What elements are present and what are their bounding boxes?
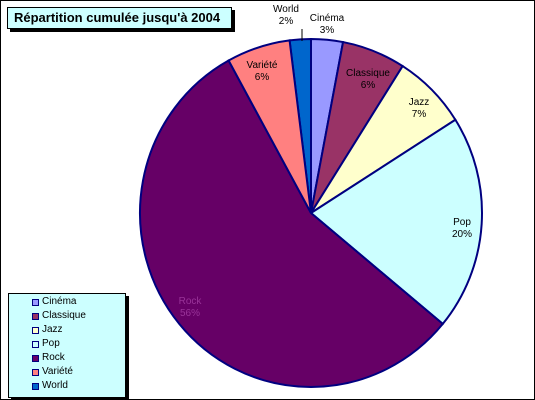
legend-swatch: [32, 313, 39, 320]
legend-label: Classique: [42, 310, 86, 321]
legend-label: Rock: [42, 352, 65, 363]
legend: Cinéma Classique Jazz Pop Rock Variété W…: [8, 293, 126, 398]
slice-name-label: Classique: [346, 68, 390, 79]
legend-swatch: [32, 327, 39, 334]
legend-swatch: [32, 299, 39, 306]
slice-value-label: 56%: [180, 308, 200, 319]
pie-slice-rock: [139, 59, 445, 388]
legend-label: World: [42, 380, 68, 391]
legend-label: Variété: [42, 366, 73, 377]
slice-name-label: World: [273, 4, 299, 15]
legend-label: Cinéma: [42, 296, 77, 307]
pie-slice-varit: [227, 39, 312, 214]
slice-value-label: 3%: [320, 25, 335, 36]
legend-swatch: [32, 355, 39, 362]
slice-name-label: Cinéma: [310, 13, 345, 24]
slice-name-label: Pop: [453, 217, 471, 228]
slice-value-label: 20%: [452, 229, 472, 240]
chart-title-box: Répartition cumulée jusqu'à 2004: [7, 7, 232, 29]
legend-swatch: [32, 369, 39, 376]
slice-value-label: 7%: [412, 109, 427, 120]
slice-name-label: Variété: [247, 60, 278, 71]
legend-label: Pop: [42, 338, 60, 349]
slice-name-label: Jazz: [409, 97, 430, 108]
pie-slice-pop: [309, 118, 483, 326]
slice-value-label: 2%: [279, 16, 294, 27]
slice-value-label: 6%: [361, 80, 376, 91]
legend-label: Jazz: [42, 324, 63, 335]
legend-swatch: [32, 341, 39, 348]
slice-name-label: Rock: [179, 296, 203, 307]
legend-swatch: [32, 383, 39, 390]
chart-title: Répartition cumulée jusqu'à 2004: [14, 10, 221, 25]
slice-value-label: 6%: [255, 72, 270, 83]
